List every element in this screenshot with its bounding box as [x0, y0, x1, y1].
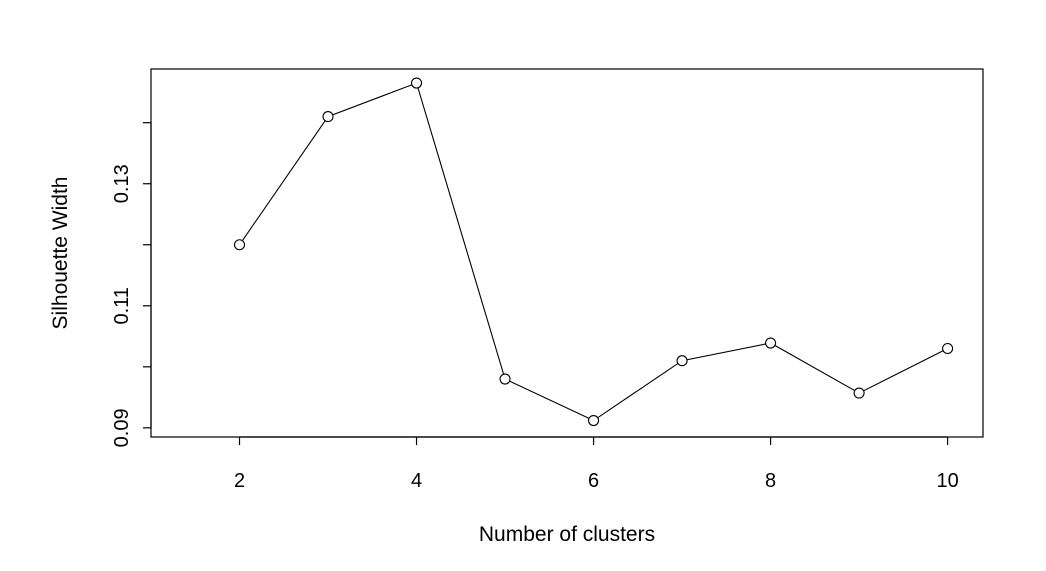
x-tick-label: 4 — [411, 470, 422, 492]
x-tick-label: 10 — [936, 470, 958, 492]
y-axis: 0.09 0.11 0.13 — [111, 122, 152, 447]
series-layer — [233, 77, 954, 427]
data-point — [765, 337, 777, 349]
data-point — [676, 355, 688, 367]
y-axis-title: Silhouette Width — [49, 177, 72, 330]
data-point — [942, 342, 954, 355]
data-point — [499, 373, 511, 385]
x-tick-label: 2 — [234, 470, 245, 492]
plot-frame — [150, 68, 984, 438]
data-point — [322, 111, 334, 123]
series-line — [239, 82, 948, 422]
data-point — [588, 414, 600, 427]
x-tick-label: 8 — [765, 470, 776, 492]
x-axis: 2 4 6 8 10 — [234, 436, 959, 492]
y-tick-label: 0.11 — [111, 287, 133, 324]
data-point — [410, 77, 423, 89]
x-axis-title: Number of clusters — [479, 523, 655, 546]
x-tick-label: 6 — [588, 470, 599, 492]
data-point — [233, 239, 246, 251]
y-tick-label: 0.13 — [111, 164, 133, 203]
data-point — [853, 387, 865, 399]
y-tick-label: 0.09 — [111, 408, 133, 447]
